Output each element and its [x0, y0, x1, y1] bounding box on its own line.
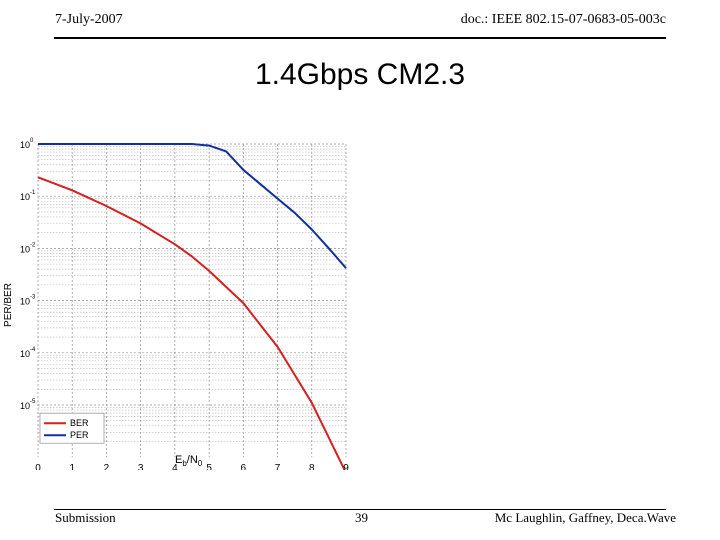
- y-tick-label: 10-4: [20, 347, 36, 359]
- x-tick-label: 8: [309, 463, 315, 470]
- x-tick-label: 4: [172, 463, 178, 470]
- y-tick-label: 10-3: [20, 295, 36, 307]
- legend: BER PER: [39, 412, 105, 444]
- header-date: 7-July-2007: [55, 12, 123, 27]
- slide-title: 1.4Gbps CM2.3: [254, 58, 466, 91]
- error-rate-chart: 0 1 2 3 4 5 6 7 8 9 100 10-1 10-2 10-3 10-4 10-5 BER PER…: [3, 138, 349, 470]
- y-tick-label: 10-5: [20, 399, 36, 411]
- footer-page-number: 39: [355, 510, 368, 525]
- y-tick-label: 10-1: [20, 190, 36, 202]
- x-tick-label: 3: [138, 463, 144, 470]
- x-tick-label: 9: [343, 463, 349, 470]
- legend-label: PER: [70, 430, 89, 440]
- series-lines: [37, 143, 347, 470]
- footer-authors: Mc Laughlin, Gaffney, Deca.Wave: [494, 510, 676, 525]
- x-tick-label: 6: [241, 463, 247, 470]
- legend-label: BER: [70, 418, 89, 428]
- x-tick-label: 2: [104, 463, 110, 470]
- series-line-per: [38, 143, 347, 269]
- y-axis-label: PER/BER: [3, 283, 14, 327]
- x-tick-label: 7: [275, 463, 281, 470]
- x-tick-label: 0: [35, 463, 41, 470]
- series-line-ber: [37, 176, 346, 470]
- grid: [37, 143, 347, 458]
- x-tick-label: 1: [69, 463, 75, 470]
- y-tick-label: 100: [20, 138, 34, 150]
- tick-labels: 0 1 2 3 4 5 6 7 8 9 100 10-1 10-2 10-3 10-4 10-5: [20, 138, 349, 470]
- header-rule: [54, 37, 666, 39]
- x-tick-label: 5: [206, 463, 212, 470]
- y-tick-label: 10-2: [20, 242, 36, 254]
- footer-rule: [54, 509, 666, 510]
- x-axis-label: Eb/N0: [175, 454, 203, 468]
- header-doc-number: doc.: IEEE 802.15-07-0683-05-003c: [460, 12, 666, 27]
- footer-submission: Submission: [55, 510, 116, 525]
- legend-box: [39, 412, 105, 444]
